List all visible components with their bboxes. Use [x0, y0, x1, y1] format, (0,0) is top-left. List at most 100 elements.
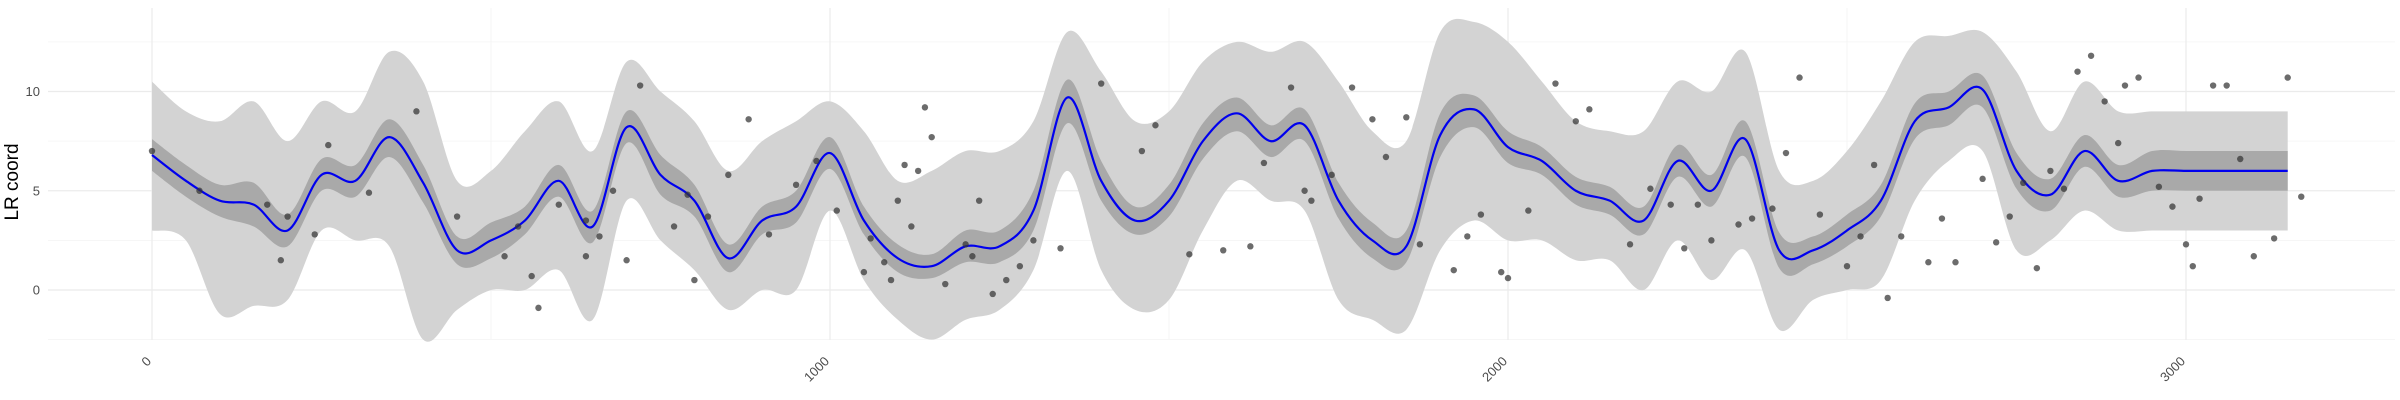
data-point: [453, 213, 461, 220]
data-point: [921, 104, 929, 111]
data-point: [528, 272, 535, 280]
data-point: [1098, 80, 1105, 87]
data-point: [1016, 262, 1024, 270]
x-tick-label: 0: [138, 354, 154, 370]
data-point: [1504, 274, 1512, 282]
x-tick-label: 3000: [2157, 354, 2188, 385]
data-point: [1938, 215, 1946, 222]
data-point: [2298, 193, 2305, 200]
data-point: [2101, 98, 2108, 105]
data-point: [2006, 213, 2013, 220]
data-point: [1816, 211, 1824, 218]
data-point: [1979, 175, 1986, 183]
data-point: [867, 235, 874, 242]
data-point: [725, 171, 732, 179]
data-point: [969, 253, 976, 260]
data-point: [365, 189, 373, 196]
data-point: [942, 280, 949, 288]
data-point: [596, 233, 603, 240]
data-point: [1328, 171, 1335, 179]
data-point: [2189, 262, 2196, 270]
data-point: [1708, 237, 1715, 244]
data-point: [582, 253, 590, 260]
data-point: [2182, 241, 2190, 248]
data-point: [1735, 221, 1742, 228]
data-point: [1348, 84, 1356, 91]
data-point: [2209, 82, 2217, 89]
data-point: [413, 108, 420, 115]
data-point: [1586, 106, 1593, 113]
data-point: [555, 201, 562, 208]
data-point: [2270, 235, 2278, 242]
data-point: [1667, 201, 1674, 208]
data-point: [2087, 52, 2095, 59]
y-tick-label: 0: [33, 283, 40, 298]
data-point: [1769, 205, 1776, 212]
data-point: [277, 257, 285, 264]
data-point: [582, 217, 590, 224]
data-point: [514, 223, 522, 230]
data-point: [1626, 241, 1634, 248]
x-tick-label: 1000: [801, 354, 832, 385]
data-point: [2237, 155, 2244, 163]
data-point: [1748, 215, 1756, 222]
data-point: [2250, 253, 2257, 260]
data-point: [1450, 266, 1457, 274]
data-point: [1647, 185, 1654, 192]
data-point: [623, 257, 630, 264]
data-point: [928, 133, 935, 141]
y-tick-label: 5: [33, 183, 40, 198]
data-point: [1525, 207, 1532, 214]
data-point: [975, 197, 983, 204]
data-point: [284, 213, 291, 220]
data-point: [1464, 233, 1471, 240]
data-point: [792, 181, 800, 188]
data-point: [1498, 268, 1505, 276]
data-point: [1952, 259, 1959, 266]
data-point: [1898, 233, 1905, 240]
y-axis-title: LR coord: [2, 143, 23, 220]
observed-points: [148, 52, 2305, 312]
data-point: [670, 223, 678, 230]
data-point: [887, 276, 895, 284]
data-point: [2047, 167, 2054, 175]
data-point: [1416, 241, 1424, 248]
data-point: [1870, 161, 1878, 169]
data-point: [2196, 195, 2203, 202]
data-point: [1857, 233, 1864, 240]
data-point: [535, 304, 542, 312]
data-point: [908, 223, 915, 230]
data-point: [1186, 251, 1193, 258]
data-point: [1843, 262, 1851, 270]
data-point: [2121, 82, 2129, 89]
data-point: [1782, 149, 1790, 157]
data-point: [1403, 114, 1410, 121]
data-point: [962, 241, 969, 248]
data-point: [2074, 68, 2081, 75]
data-point: [1057, 245, 1064, 252]
data-point: [2020, 179, 2027, 187]
data-point: [2033, 264, 2041, 272]
data-point: [2155, 183, 2163, 190]
data-point: [2060, 185, 2068, 192]
data-point: [1477, 211, 1485, 218]
outer-confidence-band: [152, 18, 2288, 342]
data-point: [1572, 118, 1580, 125]
data-point: [1552, 80, 1559, 87]
data-point: [2284, 74, 2291, 81]
data-point: [1260, 159, 1268, 167]
x-axis-ticks: 0 1000 2000 3000: [138, 354, 2188, 385]
data-point: [264, 201, 271, 208]
data-point: [1925, 259, 1932, 266]
data-point: [2223, 82, 2230, 89]
data-point: [2115, 139, 2122, 147]
data-point: [1287, 84, 1295, 91]
data-point: [1220, 247, 1227, 254]
data-point: [1369, 116, 1376, 123]
data-point: [196, 187, 203, 194]
data-point: [765, 231, 773, 238]
data-point: [914, 167, 922, 175]
inner-confidence-band: [152, 72, 2288, 279]
data-point: [833, 207, 840, 214]
